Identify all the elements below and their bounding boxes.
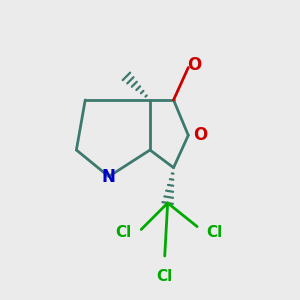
Text: O: O [187,56,201,74]
Text: Cl: Cl [157,269,173,284]
Text: Cl: Cl [116,225,132,240]
Text: O: O [193,126,207,144]
Text: Cl: Cl [207,225,223,240]
Text: N: N [102,167,116,185]
